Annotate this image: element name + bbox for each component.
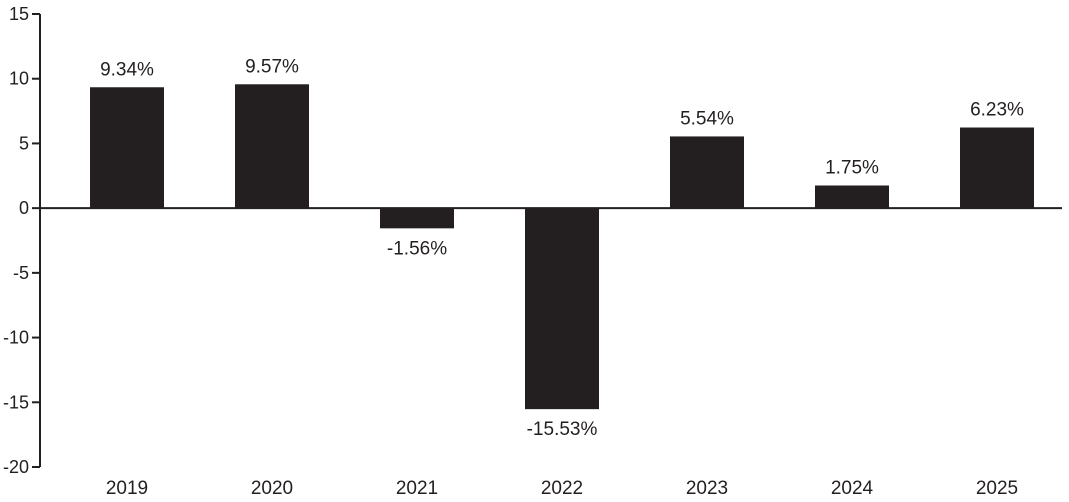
bars xyxy=(90,84,1034,410)
x-tick-label-2024: 2024 xyxy=(831,478,874,499)
x-tick-label-2021: 2021 xyxy=(396,478,438,499)
data-label-2019: 9.34% xyxy=(100,59,154,80)
bar-2022 xyxy=(525,208,599,410)
category-labels: 2019 2020 2021 2022 2023 2024 2025 xyxy=(106,478,1018,499)
y-tick-label: 5 xyxy=(19,133,29,153)
data-label-2020: 9.57% xyxy=(245,56,299,77)
data-label-2024: 1.75% xyxy=(825,157,879,178)
data-label-2023: 5.54% xyxy=(680,108,734,129)
bar-2024 xyxy=(815,185,889,209)
x-tick-label-2020: 2020 xyxy=(251,478,293,499)
y-tick-label: -5 xyxy=(13,263,29,283)
data-label-2021: -1.56% xyxy=(387,238,447,259)
x-tick-label-2022: 2022 xyxy=(541,478,583,499)
x-tick-label-2023: 2023 xyxy=(686,478,728,499)
bar-2025 xyxy=(960,127,1034,209)
y-tick-label: 10 xyxy=(9,69,29,89)
data-label-2022: -15.53% xyxy=(527,419,598,440)
data-labels: 9.34% 9.57% -1.56% -15.53% 5.54% 1.75% 6.23% xyxy=(100,56,1024,440)
bar-2021 xyxy=(380,208,454,229)
y-tick-label: 0 xyxy=(19,198,29,218)
bar-2023 xyxy=(670,136,744,209)
bar-2019 xyxy=(90,87,164,209)
y-tick-label: -20 xyxy=(3,457,29,477)
data-label-2025: 6.23% xyxy=(970,100,1024,121)
y-axis: 15 10 5 0 -5 -10 -15 -20 xyxy=(3,4,41,477)
y-tick-label: 15 xyxy=(9,4,29,24)
bar-2020 xyxy=(235,84,309,209)
y-tick-label: -15 xyxy=(3,392,29,412)
y-tick-label: -10 xyxy=(3,328,29,348)
x-tick-label-2019: 2019 xyxy=(106,478,148,499)
x-tick-label-2025: 2025 xyxy=(976,478,1018,499)
